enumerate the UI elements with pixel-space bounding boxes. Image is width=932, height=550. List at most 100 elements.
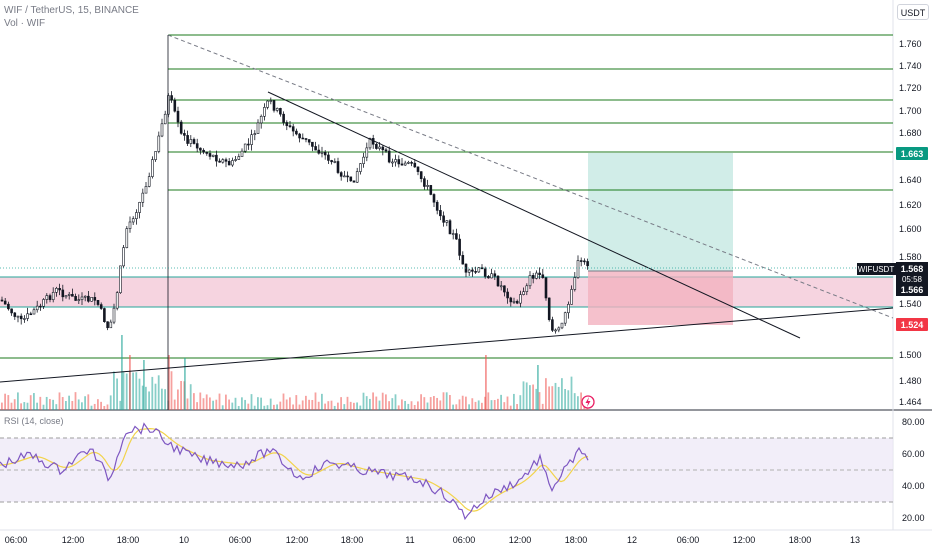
candle — [35, 305, 39, 311]
volume-bar — [359, 405, 362, 410]
volume-bar — [346, 396, 349, 410]
volume-bar — [532, 384, 534, 410]
rsi-ma-line — [0, 427, 589, 512]
candle — [503, 285, 506, 293]
candle — [439, 210, 442, 217]
volume-bar — [218, 393, 221, 410]
time-tick-label: 12:00 — [509, 535, 532, 545]
volume-bar — [378, 400, 381, 410]
time-tick-label: 06:00 — [453, 535, 476, 545]
volume-bar — [65, 400, 67, 410]
candle — [160, 123, 164, 137]
candle — [525, 285, 529, 292]
stop-price-label: 1.524 — [896, 318, 928, 331]
candle — [51, 292, 55, 300]
candle — [176, 110, 180, 123]
candle — [131, 218, 135, 223]
candle — [173, 99, 177, 112]
volume-bar — [157, 375, 160, 410]
candle — [586, 261, 589, 267]
candle — [579, 260, 583, 262]
volume-bar — [161, 388, 163, 410]
volume-bar — [461, 395, 464, 410]
candle — [515, 300, 519, 304]
candle — [55, 288, 58, 293]
candle — [218, 160, 221, 163]
volume-bar — [397, 405, 400, 410]
volume-bar — [285, 399, 288, 410]
candle — [407, 162, 410, 164]
volume-bar — [449, 394, 451, 410]
candle — [170, 95, 173, 101]
time-tick-label: 18:00 — [341, 535, 364, 545]
candle — [115, 292, 119, 309]
candle — [224, 159, 228, 162]
volume-bar — [52, 399, 54, 410]
volume-bar — [471, 398, 474, 410]
candle — [442, 215, 445, 223]
volume-bar — [324, 403, 326, 410]
candle — [458, 238, 461, 256]
time-tick-label: 10 — [179, 535, 189, 545]
candle — [528, 275, 532, 287]
candle — [423, 178, 426, 187]
volume-bar — [481, 402, 483, 410]
candle — [323, 152, 327, 156]
price-tick-label: 1.740 — [899, 61, 922, 71]
volume-bar — [282, 393, 285, 410]
price-tick-label: 1.720 — [899, 83, 922, 93]
volume-bar — [525, 382, 528, 410]
candle — [256, 122, 260, 134]
candle — [298, 133, 301, 139]
time-tick-label: 06:00 — [5, 535, 28, 545]
candle — [32, 309, 36, 315]
candle — [570, 289, 573, 305]
candle — [3, 300, 7, 305]
volume-bar — [337, 402, 339, 410]
candle — [375, 143, 378, 149]
currency-button[interactable]: USDT — [897, 4, 929, 20]
candle — [234, 159, 237, 161]
stop-zone — [588, 271, 733, 325]
candle — [67, 294, 71, 296]
svg-text:05:58: 05:58 — [902, 275, 923, 284]
volume-bar — [509, 405, 512, 410]
volume-bar — [289, 397, 291, 410]
volume-bar — [537, 365, 539, 410]
time-tick-label: 11 — [405, 535, 414, 545]
volume-bar — [58, 392, 61, 410]
volume-bar — [417, 401, 419, 410]
volume-bar — [4, 393, 6, 410]
candle — [253, 133, 257, 135]
candle — [327, 154, 330, 161]
candle — [99, 304, 103, 309]
candle — [83, 295, 87, 298]
price-tick-label: 1.500 — [899, 350, 922, 360]
volume-bar — [391, 398, 394, 410]
volume-bar — [317, 401, 320, 410]
candle — [419, 171, 423, 179]
volume-bar — [410, 401, 413, 410]
volume-bar — [68, 395, 70, 410]
volume-bar — [244, 399, 246, 410]
candle — [455, 233, 458, 240]
volume-bar — [49, 399, 51, 410]
volume-bar — [433, 396, 435, 410]
candle — [410, 162, 413, 164]
candle — [343, 175, 346, 178]
candle — [474, 271, 477, 273]
lightning-icon[interactable] — [581, 395, 595, 409]
volume-bar — [10, 402, 13, 410]
volume-bar — [564, 389, 566, 410]
candle — [429, 185, 433, 195]
volume-bar — [468, 404, 470, 410]
price-tick-label: 1.600 — [899, 224, 922, 234]
volume-bar — [168, 355, 170, 410]
candle — [560, 322, 564, 329]
volume-bar — [215, 399, 218, 410]
symbol-title: WIF / TetherUS, 15, BINANCE — [4, 5, 139, 16]
candle — [291, 126, 295, 132]
volume-bar — [129, 355, 131, 410]
price-tick-label: 1.640 — [899, 175, 922, 185]
